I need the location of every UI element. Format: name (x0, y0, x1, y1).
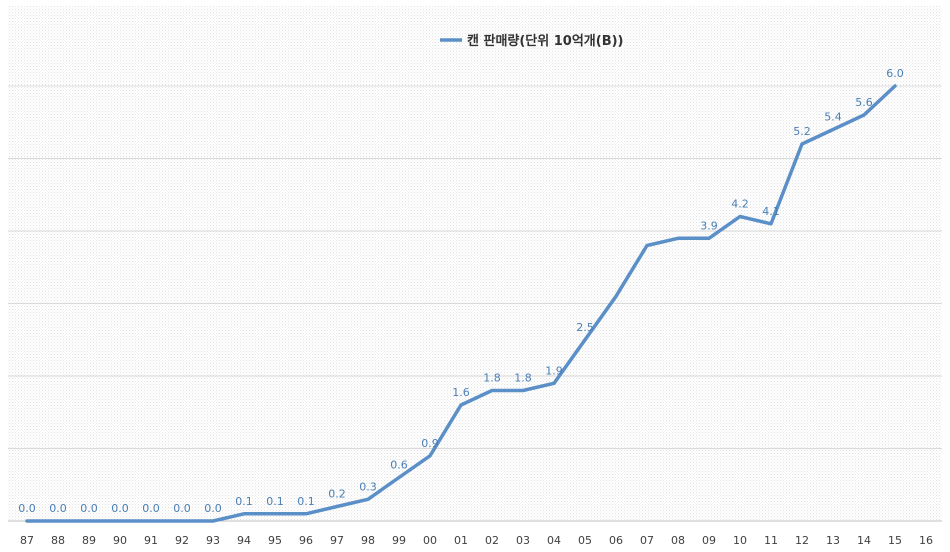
data-label: 0.9 (421, 437, 439, 450)
data-label: 0.0 (111, 502, 129, 515)
x-tick-label: 91 (144, 534, 158, 547)
x-tick-label: 01 (454, 534, 468, 547)
data-label: 0.0 (173, 502, 191, 515)
data-label: 1.8 (483, 372, 501, 385)
x-axis: 87 88 89 90 91 92 93 94 95 96 97 98 99 00 01 02 03 04 05 06… (20, 534, 933, 547)
plot-background (8, 6, 942, 522)
x-tick-label: 02 (485, 534, 499, 547)
x-tick-label: 96 (299, 534, 313, 547)
x-tick-label: 15 (888, 534, 902, 547)
x-tick-label: 16 (919, 534, 933, 547)
data-label: 0.0 (204, 502, 222, 515)
x-tick-label: 99 (392, 534, 406, 547)
data-label: 0.3 (359, 480, 377, 493)
data-label: 3.9 (700, 219, 718, 232)
data-label: 1.6 (452, 386, 470, 399)
data-label: 5.6 (855, 96, 873, 109)
x-tick-label: 92 (175, 534, 189, 547)
series-line (25, 84, 897, 523)
x-tick-label: 95 (268, 534, 282, 547)
x-tick-label: 00 (423, 534, 437, 547)
x-tick-label: 07 (640, 534, 654, 547)
data-label: 0.0 (18, 502, 36, 515)
x-tick-label: 87 (20, 534, 34, 547)
gridlines (8, 85, 942, 522)
x-tick-label: 90 (113, 534, 127, 547)
legend-label: 캔 판매량(단위 10억개(B)) (467, 33, 624, 49)
data-label: 5.4 (824, 111, 842, 124)
data-label: 0.1 (235, 495, 253, 508)
data-label: 0.1 (266, 495, 284, 508)
x-tick-label: 14 (857, 534, 871, 547)
x-tick-label: 89 (82, 534, 96, 547)
x-tick-label: 10 (733, 534, 747, 547)
x-tick-label: 04 (547, 534, 561, 547)
data-label: 4.1 (762, 205, 780, 218)
data-label: 0.0 (80, 502, 98, 515)
data-labels: 0.0 0.0 0.0 0.0 0.0 0.0 0.0 0.1 0.1 0.1 0.2 0.3 0.6 0… (18, 67, 904, 515)
data-label: 5.2 (793, 125, 811, 138)
data-label: 4.2 (731, 198, 749, 211)
x-tick-label: 12 (795, 534, 809, 547)
x-tick-label: 09 (702, 534, 716, 547)
data-label: 0.2 (328, 488, 346, 501)
data-label: 1.9 (545, 364, 563, 377)
data-label: 2.5 (576, 321, 594, 334)
data-label: 0.0 (142, 502, 160, 515)
data-label: 6.0 (886, 67, 904, 80)
x-tick-label: 13 (826, 534, 840, 547)
x-tick-label: 88 (51, 534, 65, 547)
x-tick-label: 11 (764, 534, 778, 547)
x-tick-label: 94 (237, 534, 251, 547)
data-label: 0.0 (49, 502, 67, 515)
x-tick-label: 98 (361, 534, 375, 547)
x-tick-label: 06 (609, 534, 623, 547)
legend: 캔 판매량(단위 10억개(B)) (440, 33, 624, 49)
x-tick-label: 08 (671, 534, 685, 547)
data-label: 1.8 (514, 372, 532, 385)
data-label: 0.1 (297, 495, 315, 508)
x-tick-label: 05 (578, 534, 592, 547)
x-tick-label: 97 (330, 534, 344, 547)
data-label: 0.6 (390, 459, 408, 472)
x-tick-label: 93 (206, 534, 220, 547)
x-tick-label: 03 (516, 534, 530, 547)
